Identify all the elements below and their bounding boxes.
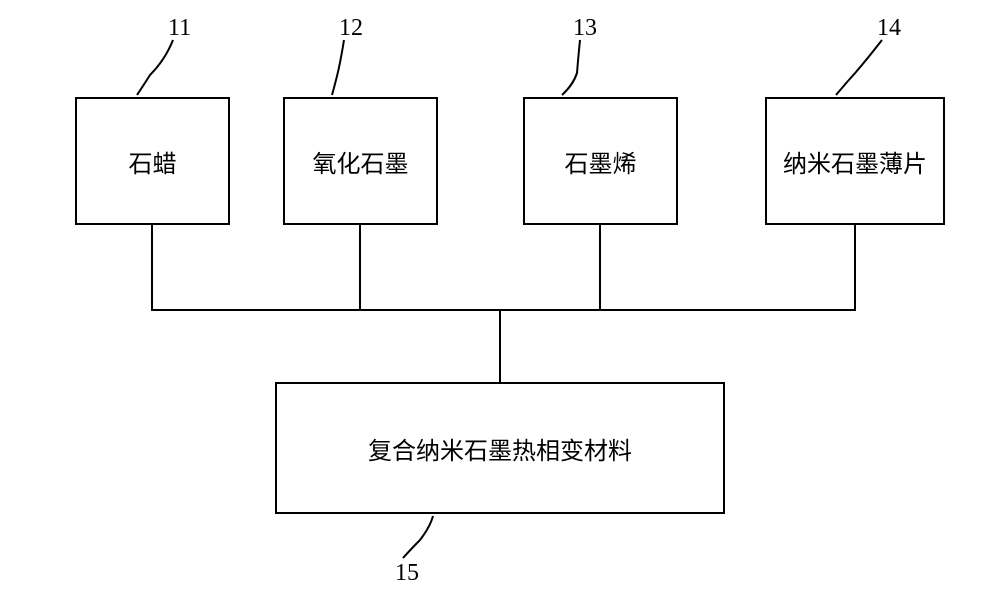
node-box-12: 氧化石墨 <box>283 97 438 225</box>
leader-14 <box>0 0 1000 613</box>
node-label: 纳米石墨薄片 <box>783 144 927 179</box>
leader-15 <box>0 0 1000 613</box>
node-box-14: 纳米石墨薄片 <box>765 97 945 225</box>
node-number-14: 14 <box>877 15 901 42</box>
connector-drop-11 <box>151 225 153 310</box>
leader-13 <box>0 0 1000 613</box>
leader-11 <box>0 0 1000 613</box>
node-number-15: 15 <box>395 560 419 587</box>
node-box-11: 石蜡 <box>75 97 230 225</box>
node-number-11: 11 <box>168 15 191 42</box>
connector-drop-12 <box>359 225 361 310</box>
node-number-12: 12 <box>339 15 363 42</box>
leader-12 <box>0 0 1000 613</box>
node-label: 石蜡 <box>129 144 177 179</box>
node-label: 石墨烯 <box>565 144 637 179</box>
node-number-13: 13 <box>573 15 597 42</box>
node-box-13: 石墨烯 <box>523 97 678 225</box>
connector-main-drop <box>499 310 501 382</box>
node-box-15: 复合纳米石墨热相变材料 <box>275 382 725 514</box>
connector-drop-14 <box>854 225 856 310</box>
connector-bus <box>151 309 856 311</box>
node-label: 复合纳米石墨热相变材料 <box>368 431 632 466</box>
node-label: 氧化石墨 <box>313 144 409 179</box>
connector-drop-13 <box>599 225 601 310</box>
